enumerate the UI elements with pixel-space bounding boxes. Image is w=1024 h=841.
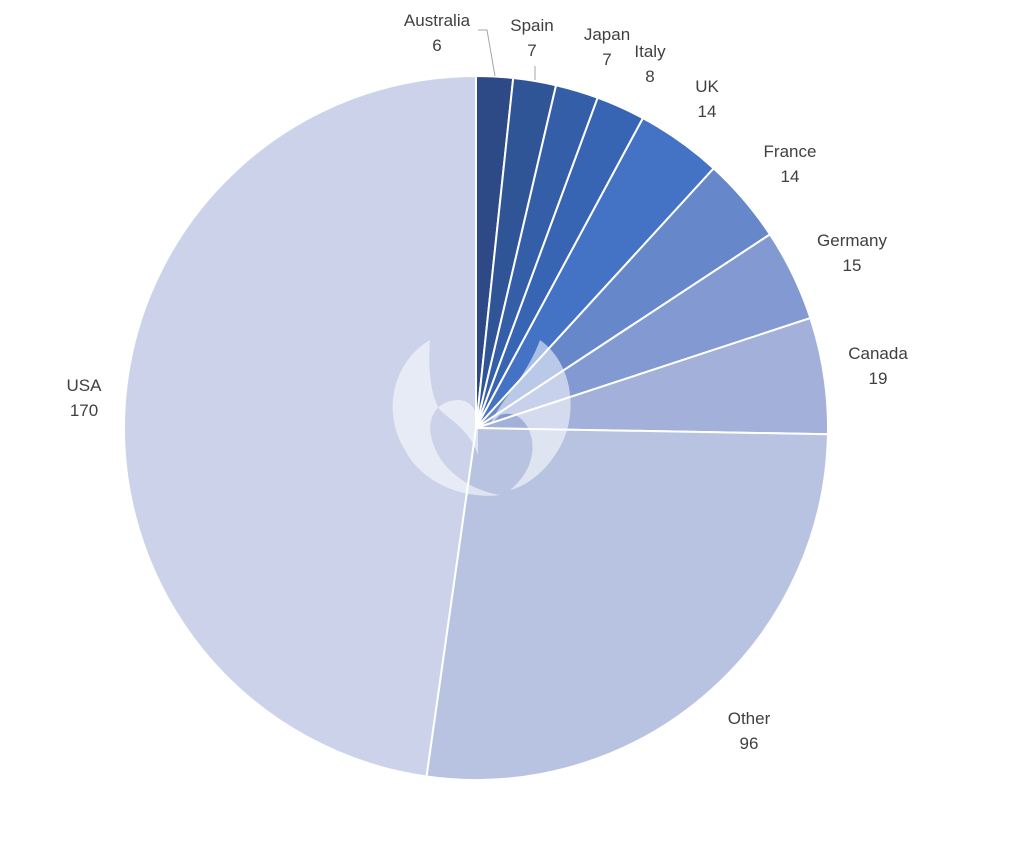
- slice-label-australia: Australia: [404, 11, 471, 30]
- slice-value-italy: 8: [645, 67, 654, 86]
- slice-value-germany: 15: [843, 256, 862, 275]
- slice-label-spain: Spain: [510, 16, 553, 35]
- leader-line-australia: [478, 29, 496, 77]
- pie-labels: Australia 6 Spain 7 Japan 7 Italy 8 UK 14 France 14…: [67, 11, 909, 753]
- slice-value-spain: 7: [527, 41, 536, 60]
- slice-label-uk: UK: [695, 77, 719, 96]
- slice-label-germany: Germany: [817, 231, 887, 250]
- slice-label-usa: USA: [67, 376, 103, 395]
- slice-label-canada: Canada: [848, 344, 908, 363]
- pie-slice-usa: [123, 74, 477, 778]
- pie-slice-other: [425, 426, 829, 781]
- slice-value-canada: 19: [869, 369, 888, 388]
- slice-value-other: 96: [740, 734, 759, 753]
- slice-value-france: 14: [781, 167, 800, 186]
- slice-label-other: Other: [728, 709, 771, 728]
- slice-label-japan: Japan: [584, 25, 630, 44]
- slice-label-italy: Italy: [634, 42, 666, 61]
- watermark-logo: [392, 340, 571, 496]
- slice-value-uk: 14: [698, 102, 717, 121]
- slice-value-japan: 7: [602, 50, 611, 69]
- slice-label-france: France: [764, 142, 817, 161]
- slice-value-australia: 6: [432, 36, 441, 55]
- slice-value-usa: 170: [70, 401, 98, 420]
